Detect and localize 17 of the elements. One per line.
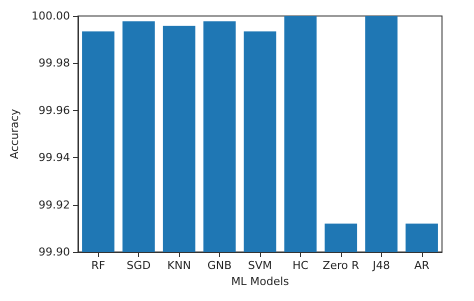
x-tick-label: SVM <box>248 259 272 272</box>
x-tick-label: GNB <box>207 259 232 272</box>
x-tick-label: KNN <box>167 259 191 272</box>
y-tick-label: 99.96 <box>38 104 70 117</box>
y-tick-label: 99.98 <box>38 56 70 70</box>
y-tick-label: 99.94 <box>38 151 70 164</box>
x-tick-label: AR <box>414 259 430 272</box>
x-tick-label: HC <box>292 259 309 272</box>
y-tick-label: 99.92 <box>38 198 70 212</box>
y-tick-label: 99.90 <box>38 246 70 258</box>
x-tick-label: SGD <box>126 259 151 272</box>
x-tick-label: RF <box>91 259 106 272</box>
y-axis-title: Accuracy <box>8 108 21 160</box>
x-tick-label: Zero R <box>322 259 360 272</box>
x-axis-title: ML Models <box>231 275 290 288</box>
x-tick-label: J48 <box>372 259 390 272</box>
y-tick-label: 100.00 <box>32 10 70 22</box>
